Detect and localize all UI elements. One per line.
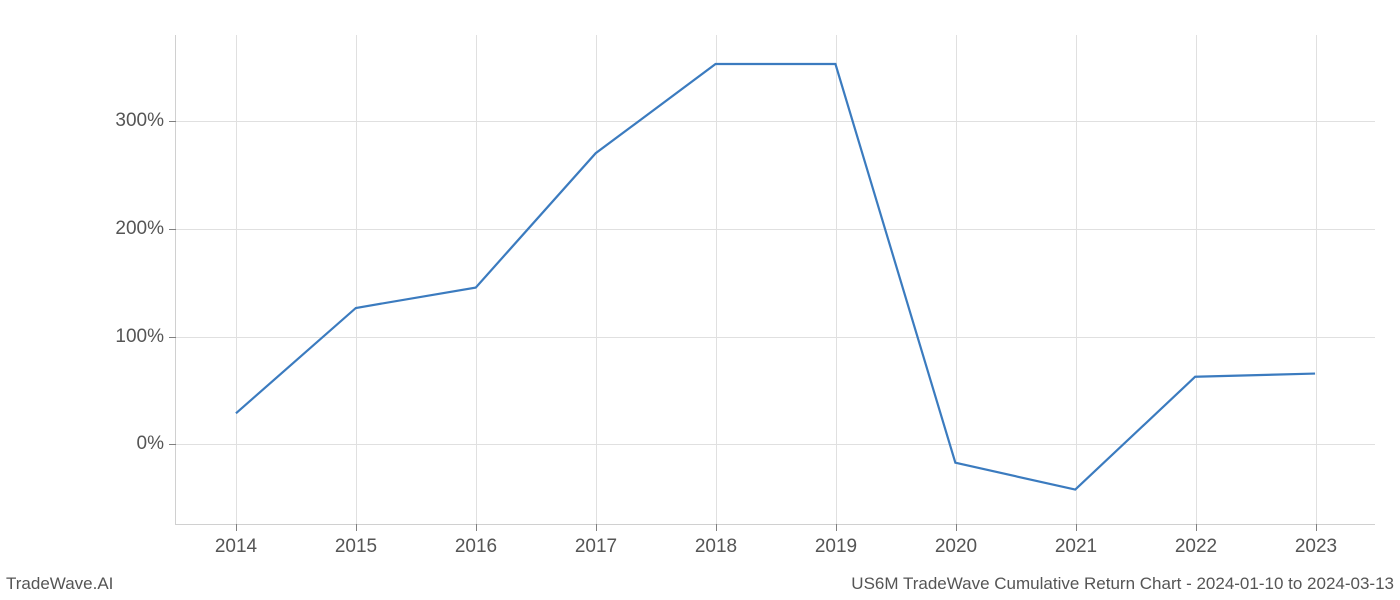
y-tick-label: 0% bbox=[137, 433, 164, 455]
x-tick-label: 2020 bbox=[935, 536, 977, 558]
x-tick bbox=[956, 524, 957, 531]
footer-brand: TradeWave.AI bbox=[6, 574, 113, 594]
x-tick-label: 2016 bbox=[455, 536, 497, 558]
y-tick bbox=[169, 121, 176, 122]
x-tick bbox=[476, 524, 477, 531]
y-tick bbox=[169, 229, 176, 230]
y-tick-label: 200% bbox=[115, 218, 164, 240]
chart-plot-area: 0%100%200%300% 2014201520162017201820192… bbox=[175, 35, 1375, 525]
x-tick-label: 2018 bbox=[695, 536, 737, 558]
series-polyline bbox=[236, 64, 1315, 490]
footer-caption: US6M TradeWave Cumulative Return Chart -… bbox=[851, 574, 1394, 594]
y-tick bbox=[169, 337, 176, 338]
x-tick-label: 2023 bbox=[1295, 536, 1337, 558]
x-tick bbox=[1316, 524, 1317, 531]
x-tick bbox=[836, 524, 837, 531]
x-tick bbox=[596, 524, 597, 531]
x-tick-label: 2014 bbox=[215, 536, 257, 558]
x-tick-label: 2015 bbox=[335, 536, 377, 558]
x-tick-label: 2021 bbox=[1055, 536, 1097, 558]
x-tick bbox=[236, 524, 237, 531]
y-tick-label: 100% bbox=[115, 326, 164, 348]
data-line bbox=[176, 35, 1375, 524]
plot-frame: 0%100%200%300% 2014201520162017201820192… bbox=[175, 35, 1375, 525]
x-tick bbox=[1076, 524, 1077, 531]
x-tick bbox=[716, 524, 717, 531]
y-tick bbox=[169, 444, 176, 445]
y-tick-label: 300% bbox=[115, 110, 164, 132]
x-tick bbox=[1196, 524, 1197, 531]
x-tick-label: 2017 bbox=[575, 536, 617, 558]
x-tick-label: 2022 bbox=[1175, 536, 1217, 558]
x-tick bbox=[356, 524, 357, 531]
x-tick-label: 2019 bbox=[815, 536, 857, 558]
